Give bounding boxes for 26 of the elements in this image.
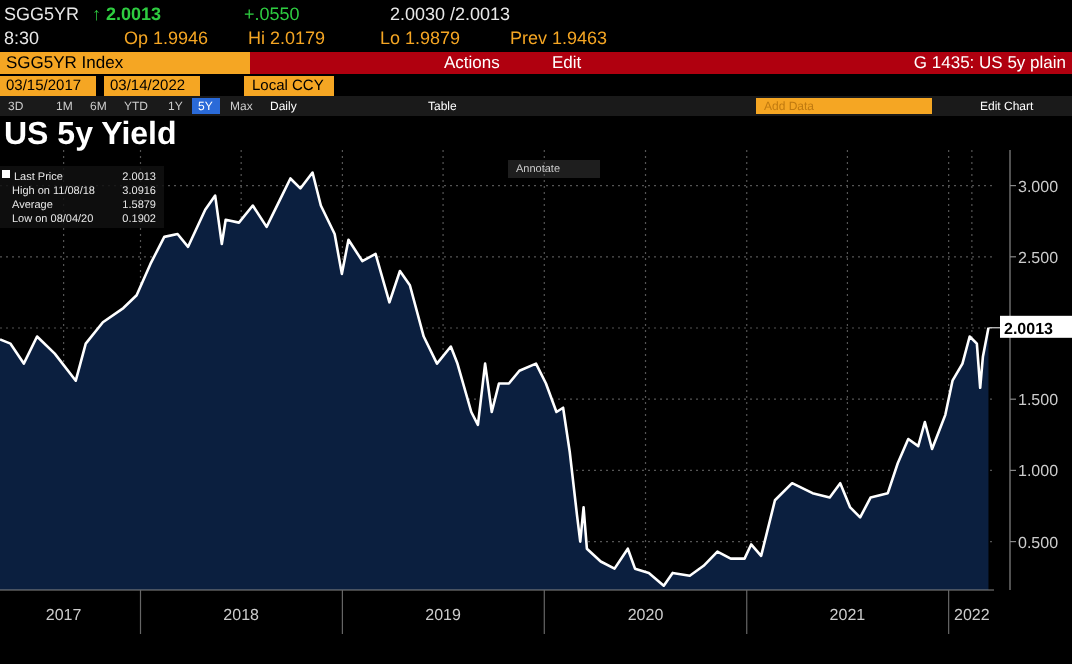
x-tick-label: 2020 (627, 606, 665, 624)
y-tick-label: 2.500 (1018, 248, 1060, 267)
y-tick-label: 0.500 (1018, 533, 1060, 552)
text: Hi 2.0179 (248, 28, 326, 48)
text: Lo 1.9879 (380, 28, 461, 48)
text: Edit (552, 52, 583, 72)
text: +.0550 (244, 4, 300, 24)
text: SGG5YR (4, 4, 81, 24)
y-tick-label: 3.000 (1018, 177, 1060, 196)
text: G 1435: US 5y plain (913, 52, 1067, 72)
x-tick-label: 2021 (829, 606, 867, 624)
x-tick-label: 2017 (45, 606, 83, 624)
x-tick-label: 2022 (954, 606, 991, 624)
chart-title: US 5y Yield (4, 118, 177, 152)
x-tick-label: 2018 (223, 606, 261, 624)
text: 2.0030 /2.0013 (390, 4, 511, 24)
text: 8:30 (4, 28, 40, 48)
y-tick-label: 1.000 (1018, 462, 1060, 481)
text: Prev 1.9463 (510, 28, 608, 48)
text: SGG5YR Index (6, 52, 125, 72)
text: Op 1.9946 (124, 28, 209, 48)
text: Actions (444, 52, 500, 72)
y-tick-label: 1.500 (1018, 391, 1060, 410)
x-tick-label: 2019 (425, 606, 462, 624)
text: ↑ 2.0013 (92, 4, 162, 24)
annotation: 2.0013 (1004, 319, 1055, 338)
